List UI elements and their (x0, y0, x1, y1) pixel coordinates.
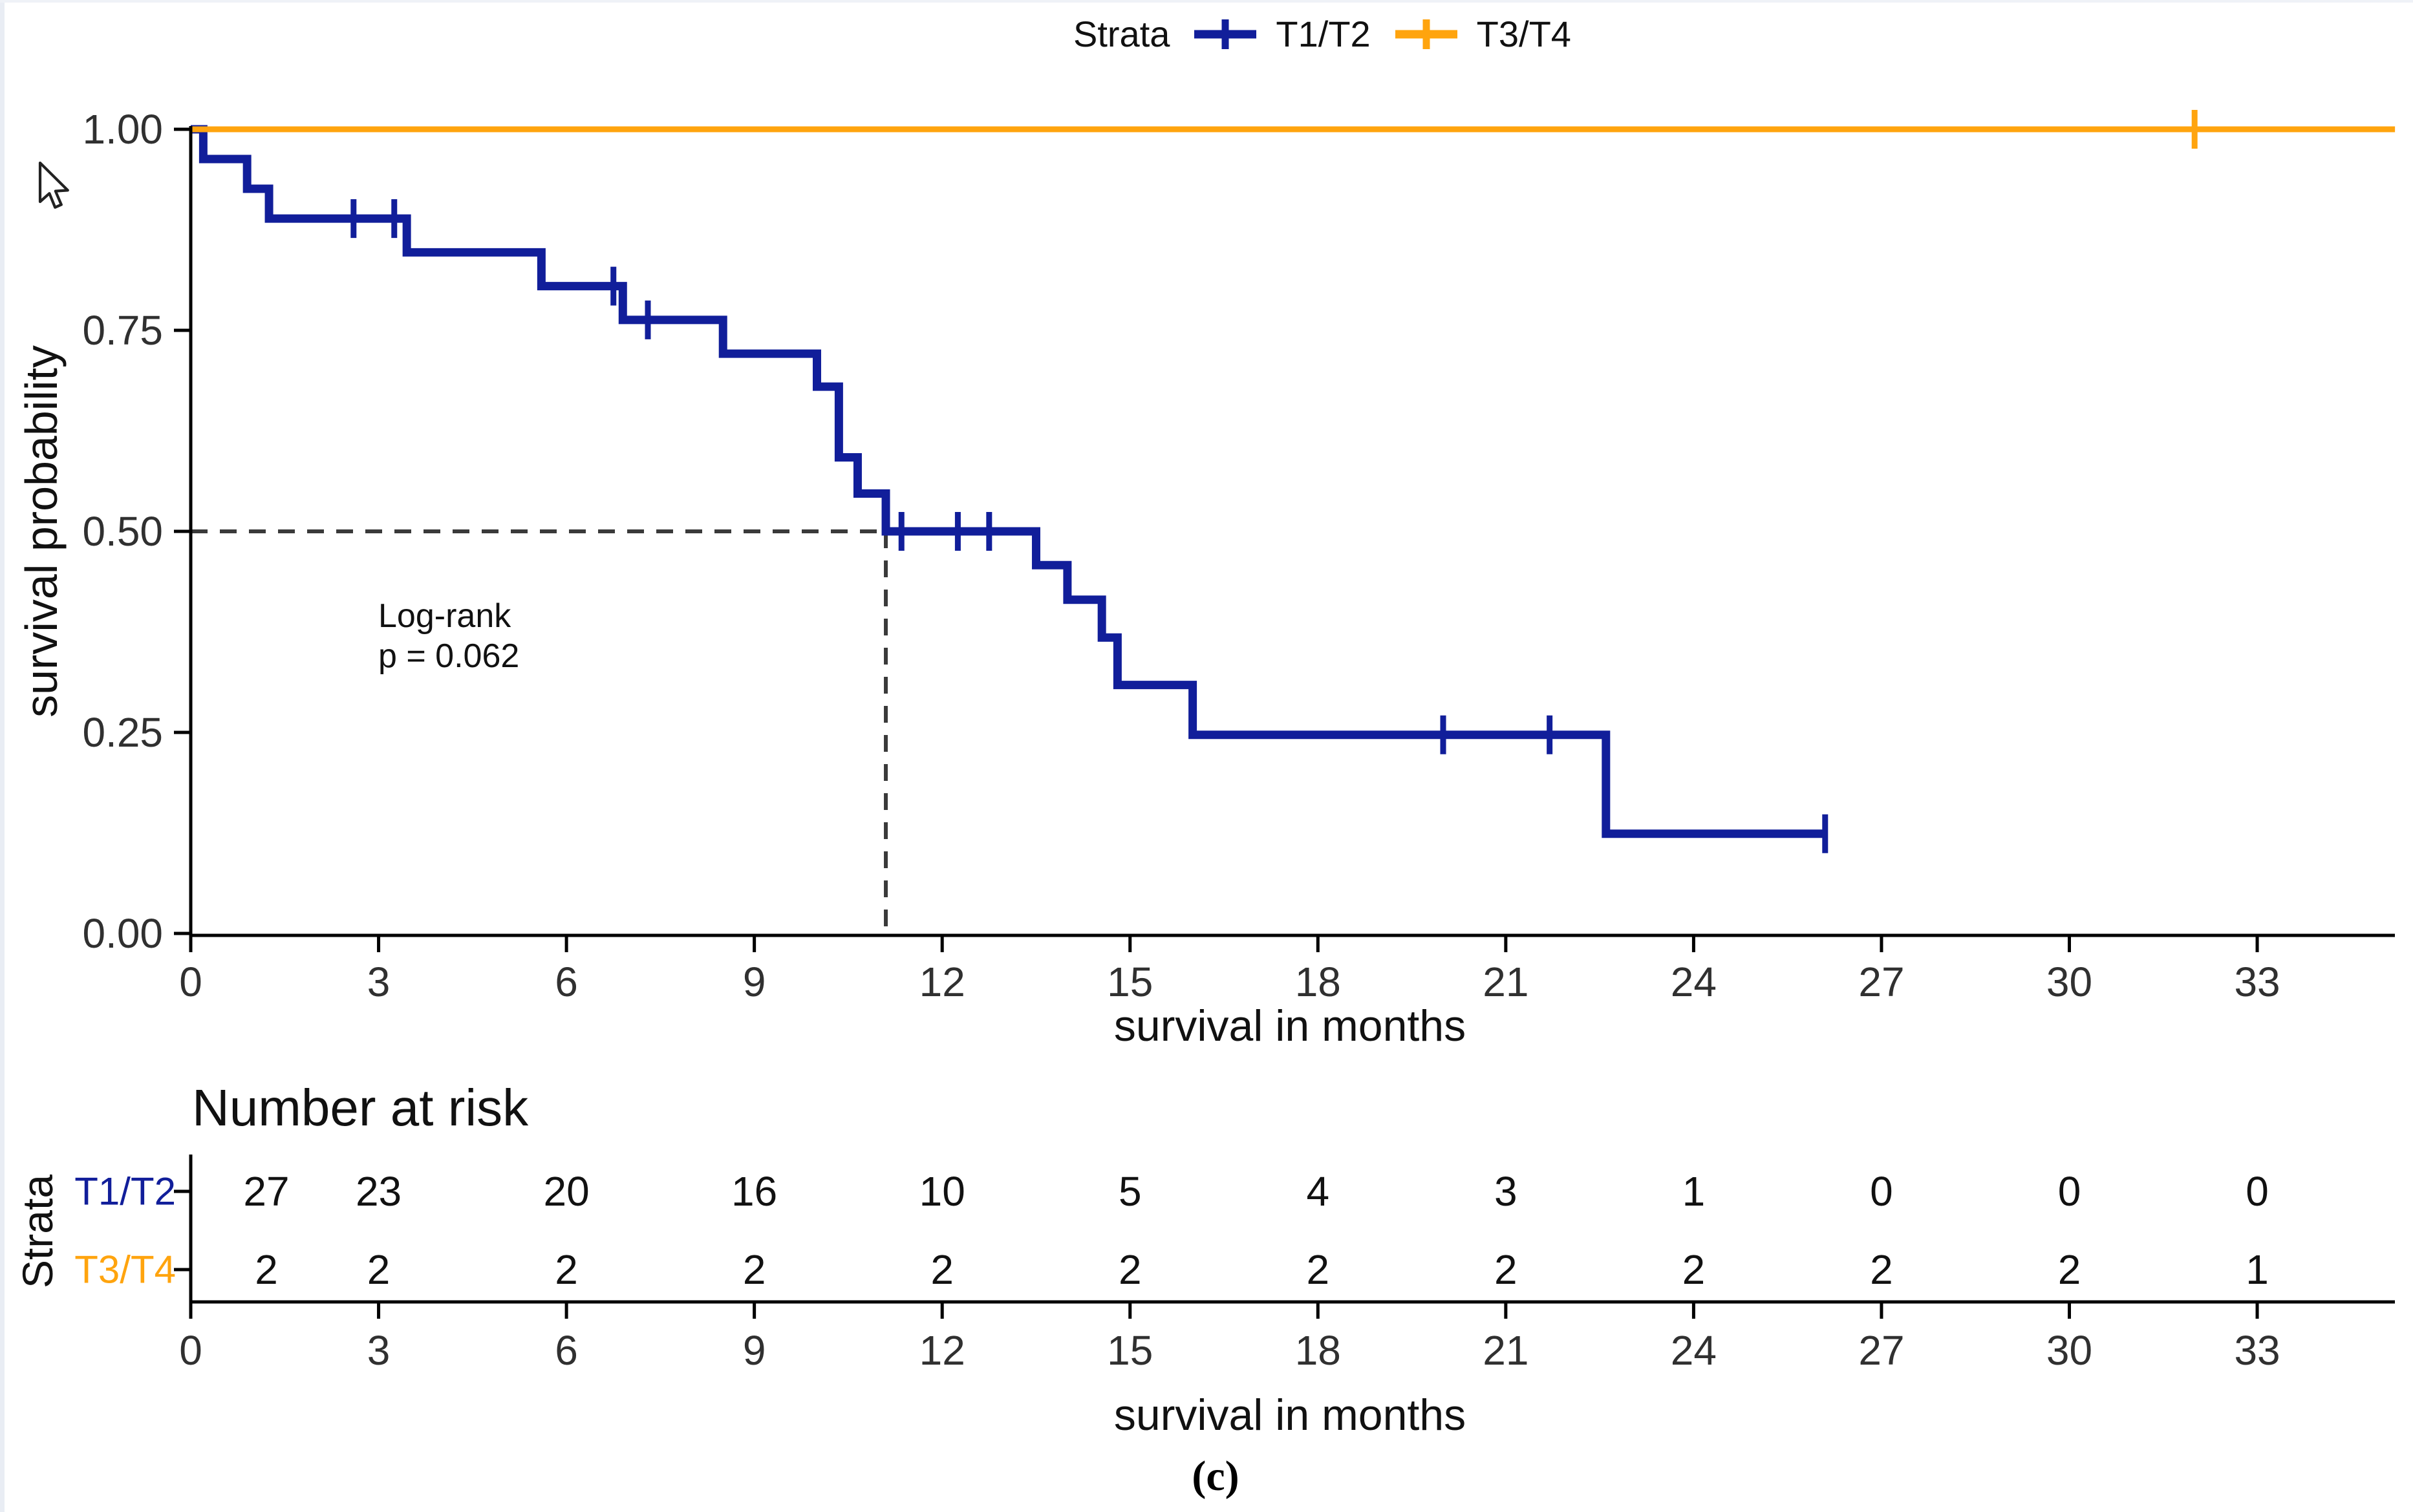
risk-row-label-t1t2: T1/T2 (74, 1169, 176, 1213)
risk-x-tick-label: 9 (742, 1327, 766, 1374)
risk-x-tick-label: 15 (1107, 1327, 1153, 1374)
mouse-cursor-icon (38, 162, 69, 209)
risk-x-tick-label: 3 (367, 1327, 391, 1374)
risk-count: 0 (2057, 1168, 2081, 1215)
x-tick-label: 0 (179, 959, 202, 1005)
risk-count: 16 (731, 1168, 778, 1215)
window-edge-top (0, 0, 2413, 3)
risk-count: 2 (255, 1246, 278, 1293)
logrank-annotation: Log-rank p = 0.062 (378, 596, 519, 676)
risk-count: 23 (355, 1168, 402, 1215)
risk-count: 2 (555, 1246, 578, 1293)
x-tick-label: 33 (2234, 959, 2280, 1005)
risk-count: 20 (543, 1168, 590, 1215)
y-tick-label: 1.00 (82, 106, 163, 153)
x-tick-label: 3 (367, 959, 391, 1005)
risk-count: 2 (930, 1246, 954, 1293)
risk-table-title: Number at risk (192, 1079, 529, 1136)
x-axis-title: survival in months (1113, 1001, 1466, 1050)
risk-x-tick-label: 24 (1670, 1327, 1717, 1374)
risk-count: 0 (2246, 1168, 2269, 1215)
legend-item-t3t4: T3/T4 (1393, 13, 1571, 55)
risk-count: 2 (1682, 1246, 1706, 1293)
x-tick-label: 9 (742, 959, 766, 1005)
legend-item-t1t2: T1/T2 (1192, 13, 1371, 55)
x-tick-label: 27 (1858, 959, 1905, 1005)
risk-x-tick-label: 0 (179, 1327, 202, 1374)
km-curve-t1-t2 (191, 125, 1825, 838)
risk-x-tick-label: 21 (1483, 1327, 1529, 1374)
risk-x-tick-label: 27 (1858, 1327, 1905, 1374)
plus-marker-icon (1395, 19, 1457, 49)
risk-count: 2 (1118, 1246, 1142, 1293)
risk-count: 4 (1306, 1168, 1330, 1215)
risk-count: 2 (1870, 1246, 1893, 1293)
risk-count: 2 (1306, 1246, 1330, 1293)
risk-count: 2 (742, 1246, 766, 1293)
y-tick-label: 0.25 (82, 709, 163, 756)
y-axis-title: survival probability (16, 345, 67, 718)
x-tick-label: 18 (1294, 959, 1341, 1005)
risk-x-tick-label: 30 (2046, 1327, 2093, 1374)
x-tick-label: 6 (555, 959, 578, 1005)
x-tick-label: 15 (1107, 959, 1153, 1005)
legend: Strata T1/T2 T3/T4 (1073, 13, 1571, 55)
x-tick-label: 30 (2046, 959, 2093, 1005)
risk-x-tick-label: 33 (2234, 1327, 2280, 1374)
y-tick-label: 0.50 (82, 508, 163, 555)
risk-x-tick-label: 6 (555, 1327, 578, 1374)
risk-row-label-t3t4: T3/T4 (74, 1248, 176, 1292)
risk-count: 5 (1118, 1168, 1142, 1215)
risk-table-side-label: Strata (14, 1174, 61, 1289)
x-tick-label: 12 (919, 959, 965, 1005)
legend-label-t1t2: T1/T2 (1276, 14, 1371, 54)
legend-title: Strata (1073, 14, 1170, 54)
risk-x-tick-label: 18 (1294, 1327, 1341, 1374)
risk-count: 27 (243, 1168, 290, 1215)
risk-count: 3 (1494, 1168, 1518, 1215)
risk-count: 2 (1494, 1246, 1518, 1293)
x-tick-label: 24 (1670, 959, 1717, 1005)
risk-table-x-axis-title: survival in months (1113, 1390, 1466, 1440)
plus-marker-icon (1194, 19, 1257, 49)
risk-count: 2 (2057, 1246, 2081, 1293)
risk-count: 1 (1682, 1168, 1706, 1215)
logrank-line1: Log-rank (378, 597, 511, 635)
x-tick-label: 21 (1483, 959, 1529, 1005)
risk-count: 1 (2246, 1246, 2269, 1293)
risk-count: 0 (1870, 1168, 1893, 1215)
y-tick-label: 0.00 (82, 910, 163, 957)
legend-label-t3t4: T3/T4 (1476, 14, 1571, 54)
risk-count: 2 (367, 1246, 391, 1293)
logrank-line2: p = 0.062 (378, 637, 520, 675)
risk-x-tick-label: 12 (919, 1327, 965, 1374)
risk-count: 10 (919, 1168, 965, 1215)
y-tick-label: 0.75 (82, 307, 163, 354)
subfigure-caption: (c) (1192, 1453, 1239, 1500)
window-edge-left (0, 0, 5, 1512)
